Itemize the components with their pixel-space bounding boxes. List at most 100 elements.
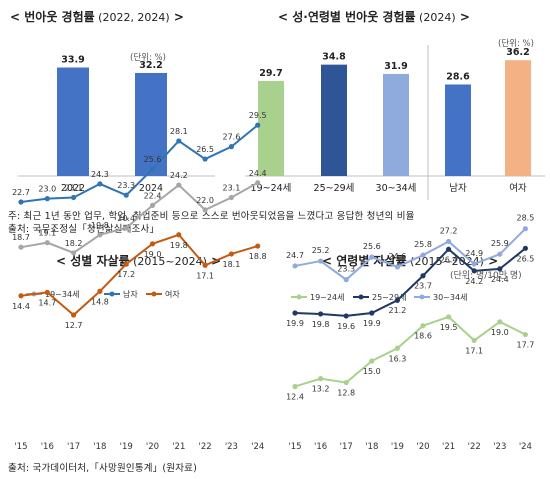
burnout-group-value-label-2: 31.9 — [384, 61, 407, 72]
suicide-age-point-1-0 — [292, 310, 298, 316]
burnout-group-bar-4 — [505, 60, 531, 176]
suicide-age-legend-label-1: 25~29세 — [372, 293, 406, 302]
suicide-sex-data-label-0-0: 18.7 — [12, 233, 30, 242]
suicide-sex-data-label-1-5: 25.6 — [144, 155, 162, 164]
suicide-sex-point-0-2 — [71, 250, 77, 256]
suicide-sex-series-line-0 — [20, 181, 259, 254]
suicide-age-series-line-2 — [294, 227, 527, 281]
suicide-age-data-label-1-3: 19.9 — [363, 319, 381, 328]
suicide-sex-x-tick-1: '16 — [41, 442, 54, 452]
suicide-sex-x-tick-3: '18 — [93, 442, 106, 452]
suicide-age-x-tick-5: '20 — [416, 442, 429, 452]
suicide-age-data-label-1-9: 26.5 — [516, 254, 534, 263]
title-bracket-open: < — [56, 254, 71, 268]
suicide-sex-data-label-1-1: 23.0 — [38, 185, 56, 194]
suicide-age-legend-marker-2 — [419, 294, 425, 300]
suicide-sex-point-0-3 — [97, 232, 103, 238]
burnout-group-category-label-4: 여자 — [509, 182, 527, 194]
suicide-age-point-1-4 — [394, 297, 400, 303]
suicide-age-point-0-9 — [522, 331, 529, 338]
suicide-sex-data-label-2-7: 17.1 — [196, 271, 214, 280]
suicide-age-x-tick-9: '24 — [519, 442, 532, 452]
suicide-age-data-label-1-6: 26.4 — [440, 255, 458, 264]
suicide-sex-point-2-6 — [176, 232, 182, 238]
burnout-group-value-label-4: 36.2 — [506, 47, 529, 58]
suicide-age-legend-marker-1 — [358, 294, 364, 300]
suicide-sex-data-label-1-7: 26.5 — [196, 145, 214, 154]
suicide-sex-data-label-2-0: 14.4 — [12, 302, 30, 311]
suicide-sex-data-label-1-9: 29.5 — [249, 111, 267, 120]
title-sub: (2024) — [415, 11, 456, 24]
suicide-sex-point-2-8 — [228, 251, 234, 257]
suicide-age-point-1-7 — [471, 268, 477, 274]
suicide-age-x-tick-2: '17 — [340, 442, 353, 452]
suicide-sex-point-2-1 — [44, 289, 50, 295]
suicide-sex-point-0-1 — [44, 240, 50, 246]
suicide-sex-x-tick-9: '24 — [251, 442, 264, 452]
burnout-overall-value-label-0: 33.9 — [61, 55, 84, 66]
chart-title-burnout-by-group: < 성·연령별 번아웃 경험률 (2024) > — [278, 8, 470, 25]
title-sub: (2022, 2024) — [94, 11, 170, 24]
burnout-group-value-label-1: 34.8 — [322, 52, 346, 63]
suicide-sex-data-label-1-3: 24.3 — [91, 170, 109, 179]
suicide-age-data-label-0-3: 15.0 — [363, 367, 381, 376]
suicide-sex-data-label-0-2: 18.2 — [65, 239, 83, 248]
suicide-sex-data-label-0-6: 24.2 — [170, 171, 188, 180]
suicide-sex-point-1-4 — [123, 192, 129, 198]
suicide-sex-data-label-0-5: 22.4 — [144, 191, 162, 200]
suicide-age-x-tick-7: '22 — [468, 442, 481, 452]
suicide-sex-point-1-7 — [202, 156, 208, 162]
suicide-sex-legend-marker-1 — [109, 291, 115, 297]
suicide-sex-data-label-0-9: 24.4 — [249, 169, 267, 178]
suicide-sex-point-0-6 — [176, 182, 182, 188]
suicide-sex-data-label-1-0: 22.7 — [12, 188, 30, 197]
suicide-age-x-tick-3: '18 — [365, 442, 378, 452]
suicide-age-data-label-0-0: 12.4 — [286, 392, 304, 401]
title-bracket-open: < — [322, 254, 337, 268]
suicide-sex-data-label-0-7: 22.0 — [196, 196, 214, 205]
suicide-age-data-label-2-6: 27.2 — [440, 226, 458, 235]
suicide-age-point-1-6 — [446, 246, 452, 252]
suicide-age-x-tick-1: '16 — [314, 442, 327, 452]
suicide-age-data-label-0-2: 12.8 — [337, 389, 355, 398]
title-sub: (2015~2024) — [129, 255, 207, 268]
suicide-sex-data-label-0-4: 20.4 — [117, 214, 135, 223]
suicide-age-point-2-2 — [343, 277, 349, 283]
suicide-age-data-label-1-8: 24.4 — [491, 275, 509, 284]
source-note-bottom: 출처: 국가데이터처,「사망원인통계」(원자료) — [8, 463, 198, 474]
burnout-group-bar-2 — [383, 73, 409, 176]
suicide-age-data-label-1-7: 24.2 — [465, 277, 483, 286]
suicide-sex-x-tick-6: '21 — [172, 442, 185, 452]
suicide-age-point-2-7 — [471, 261, 477, 267]
suicide-age-data-label-2-3: 25.6 — [363, 242, 381, 251]
suicide-sex-point-1-8 — [228, 144, 234, 150]
suicide-age-point-0-3 — [369, 358, 375, 364]
source-note-top: 출처: 국무조정실「청년삶실태조사」 — [8, 224, 160, 235]
suicide-age-data-label-1-2: 19.6 — [337, 322, 355, 331]
suicide-age-point-1-1 — [318, 311, 324, 317]
suicide-sex-x-tick-0: '15 — [14, 442, 27, 452]
suicide-age-data-label-1-1: 19.8 — [312, 320, 330, 329]
suicide-age-legend-label-2: 30~34세 — [433, 293, 467, 302]
suicide-sex-data-label-2-4: 17.2 — [117, 270, 135, 279]
suicide-sex-point-2-3 — [97, 288, 103, 294]
suicide-age-data-label-0-7: 17.1 — [465, 346, 483, 355]
suicide-sex-data-label-0-1: 19.1 — [38, 229, 56, 238]
title-bracket-close: > — [455, 10, 470, 24]
suicide-sex-series-line-1 — [20, 124, 259, 203]
suicide-age-data-label-1-4: 21.2 — [388, 306, 406, 315]
suicide-age-legend-marker-0 — [296, 294, 302, 300]
suicide-sex-point-1-1 — [44, 196, 50, 202]
suicide-age-data-label-0-5: 18.6 — [414, 332, 432, 341]
title-bracket-open: < — [278, 10, 293, 24]
suicide-age-data-label-0-1: 13.2 — [312, 385, 330, 394]
suicide-sex-data-label-1-2: 23.1 — [65, 183, 83, 192]
unit-label-p2: (단위: %) — [498, 39, 534, 49]
suicide-sex-x-tick-4: '19 — [120, 442, 133, 452]
suicide-age-point-2-0 — [292, 263, 298, 269]
suicide-sex-point-0-8 — [228, 194, 234, 201]
suicide-sex-data-label-2-9: 18.8 — [249, 252, 267, 261]
burnout-group-value-label-3: 28.6 — [446, 71, 470, 82]
suicide-age-legend-label-0: 19~24세 — [310, 293, 344, 302]
burnout-overall-bar-0 — [57, 67, 89, 176]
